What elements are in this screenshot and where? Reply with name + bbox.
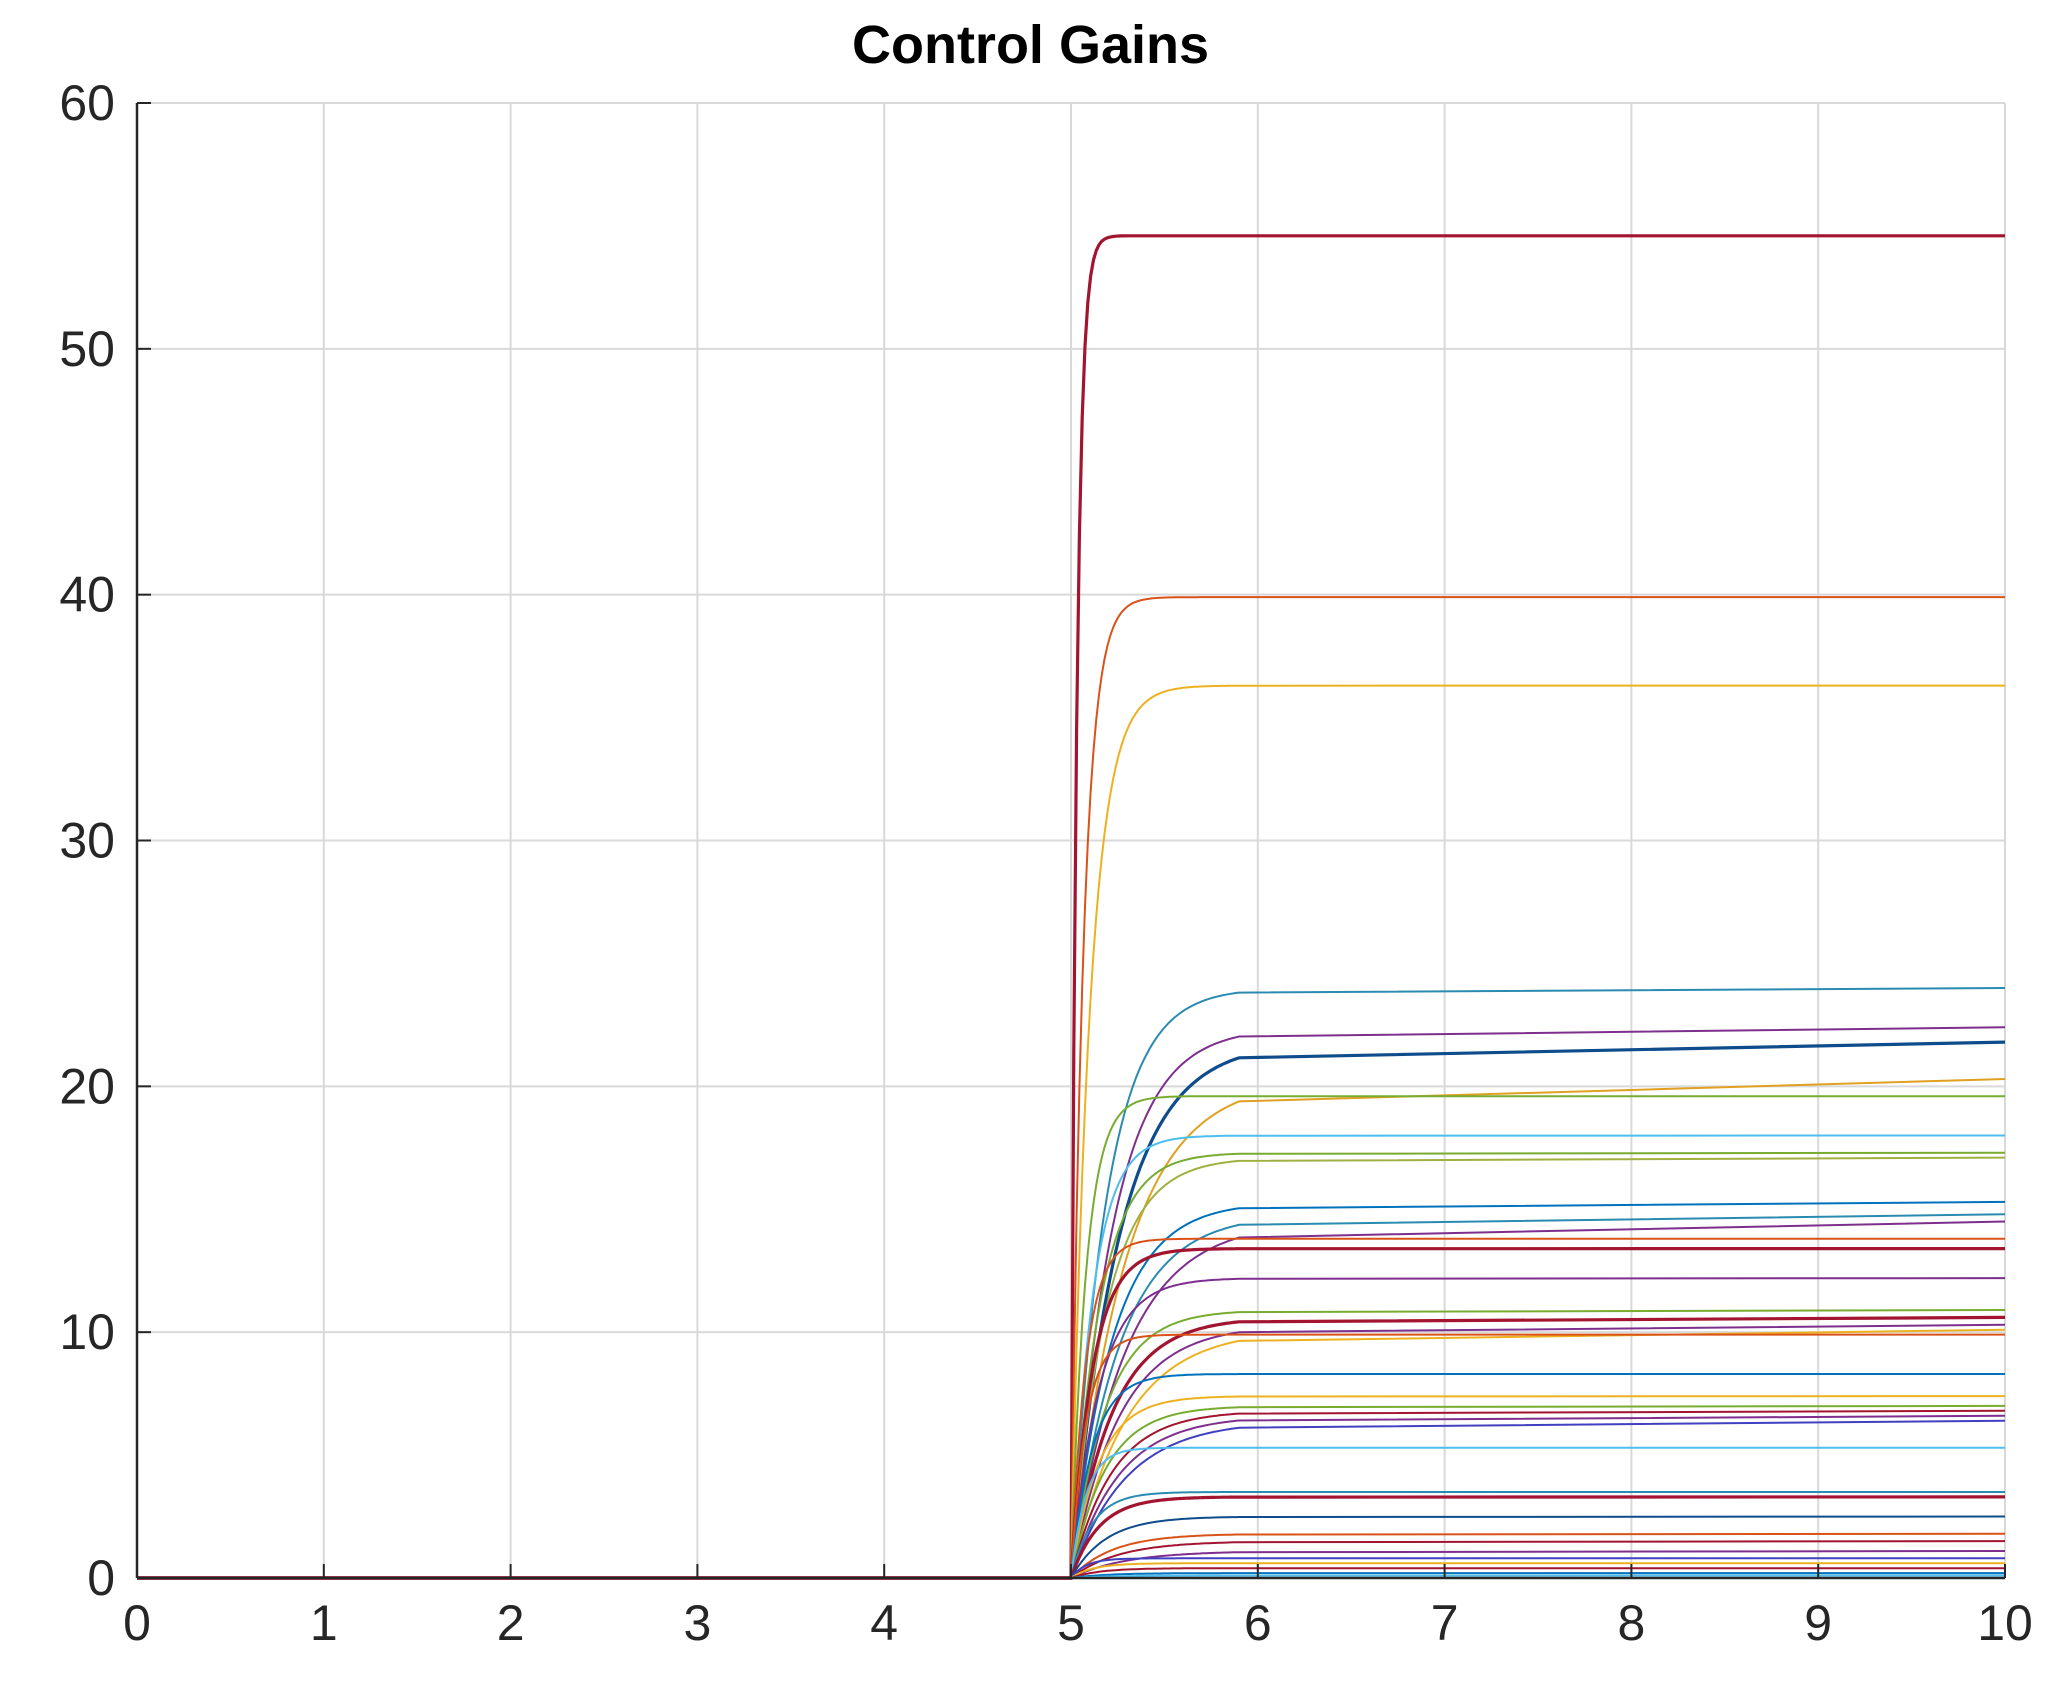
series-line-30 <box>137 1495 2006 1580</box>
series-line-28 <box>137 1446 2005 1579</box>
series-line-16 <box>137 1277 2006 1579</box>
x-tick-label-1: 1 <box>310 1595 338 1651</box>
series-line-8 <box>137 1134 2006 1579</box>
y-tick-label-0: 0 <box>87 1550 115 1606</box>
x-tick-label-8: 8 <box>1617 1595 1645 1651</box>
series-line-15 <box>137 1247 2006 1580</box>
series-line-32 <box>137 1532 2006 1579</box>
series-line-12 <box>137 1213 2006 1579</box>
series-line-25 <box>137 1409 2006 1579</box>
y-tick-label-5: 50 <box>59 321 115 377</box>
series-line-22 <box>137 1373 2005 1579</box>
series-line-11 <box>137 1200 2006 1579</box>
x-axis-ticks: 0 1 2 3 4 5 6 7 8 9 10 <box>123 1564 2033 1651</box>
y-tick-label-4: 40 <box>59 567 115 623</box>
x-tick-label-3: 3 <box>683 1595 711 1651</box>
series-line-24 <box>137 1404 2006 1579</box>
series-line-38 <box>137 1572 2005 1579</box>
series-line-1 <box>137 596 2005 1579</box>
series-line-10 <box>137 1156 2006 1579</box>
x-tick-label-9: 9 <box>1804 1595 1832 1651</box>
x-tick-label-7: 7 <box>1431 1595 1459 1651</box>
y-tick-label-3: 30 <box>59 813 115 869</box>
series-line-36 <box>137 1562 2005 1579</box>
series-line-21 <box>137 1333 2005 1579</box>
series-line-26 <box>137 1414 2006 1579</box>
series-line-2 <box>137 684 2006 1579</box>
x-tick-label-2: 2 <box>497 1595 525 1651</box>
x-tick-label-10: 10 <box>1977 1595 2033 1651</box>
y-tick-label-2: 20 <box>59 1058 115 1114</box>
series-line-20 <box>137 1328 2006 1579</box>
y-tick-label-1: 10 <box>59 1304 115 1360</box>
chart-title: Control Gains <box>851 15 1209 75</box>
y-axis-ticks: 0 10 20 30 40 50 60 <box>59 75 151 1606</box>
x-tick-label-6: 6 <box>1244 1595 1272 1651</box>
y-tick-label-6: 60 <box>59 75 115 131</box>
series-line-31 <box>137 1515 2006 1579</box>
x-tick-label-5: 5 <box>1057 1595 1085 1651</box>
series-line-0 <box>137 234 2005 1580</box>
series-line-29 <box>137 1491 2005 1579</box>
series-line-37 <box>137 1567 2005 1579</box>
x-tick-label-0: 0 <box>123 1595 151 1651</box>
series-line-23 <box>137 1395 2006 1579</box>
x-tick-label-4: 4 <box>870 1595 898 1651</box>
series-line-6 <box>137 1078 2006 1579</box>
series-line-18 <box>137 1315 2006 1580</box>
series-line-7 <box>137 1095 2005 1579</box>
series-line-35 <box>137 1557 2005 1579</box>
series-line-9 <box>137 1151 2006 1579</box>
series-line-14 <box>137 1237 2005 1579</box>
